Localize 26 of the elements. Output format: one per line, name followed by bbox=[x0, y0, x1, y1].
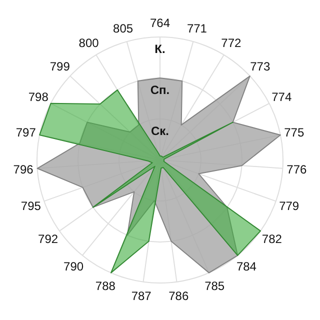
y-tick-label: К. bbox=[154, 42, 166, 56]
y-tick-label: Сп. bbox=[150, 83, 170, 97]
spoke-label: 773 bbox=[250, 60, 270, 74]
spoke-label: 775 bbox=[284, 125, 304, 140]
spoke-label: 779 bbox=[279, 199, 300, 214]
spoke-label: 771 bbox=[186, 21, 208, 36]
y-tick-label: Ск. bbox=[150, 124, 170, 138]
spoke-label: 764 bbox=[150, 16, 170, 30]
spoke-label: 788 bbox=[95, 278, 116, 293]
spoke-label: 772 bbox=[221, 36, 242, 50]
spoke-label: 800 bbox=[78, 36, 100, 50]
spoke-label: 795 bbox=[20, 199, 42, 214]
spoke-label: 797 bbox=[16, 125, 36, 140]
spoke-label: 774 bbox=[272, 90, 292, 104]
spoke-label: 798 bbox=[28, 90, 49, 104]
spoke-label: 785 bbox=[204, 278, 225, 293]
spoke-label: 786 bbox=[168, 288, 189, 303]
spoke-label: 796 bbox=[13, 162, 34, 177]
spoke-label: 799 bbox=[50, 60, 70, 74]
spoke-label: 805 bbox=[113, 21, 134, 36]
spoke-label: 776 bbox=[286, 162, 308, 177]
spoke-label: 790 bbox=[64, 259, 84, 274]
spoke-label: 792 bbox=[38, 232, 58, 246]
spoke-label: 787 bbox=[131, 288, 152, 303]
spoke-label: 782 bbox=[262, 232, 282, 246]
spoke-label: 784 bbox=[236, 259, 257, 274]
